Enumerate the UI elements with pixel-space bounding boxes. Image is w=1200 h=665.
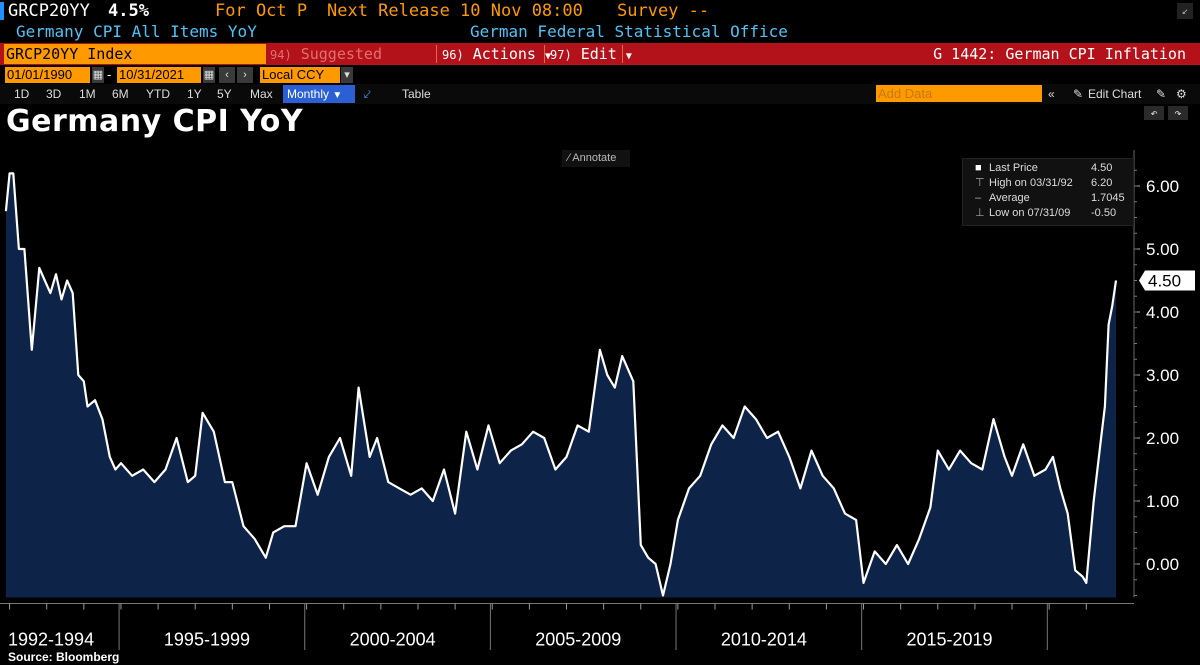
legend-last-value: 4.50	[1091, 162, 1113, 174]
source-label: Source: Bloomberg	[8, 650, 120, 664]
current-value: 4.5%	[108, 1, 149, 21]
header-row: GRCP20YY 4.5% For Oct P Next Release 10 …	[0, 0, 1200, 22]
y-tick-label: 6.00	[1146, 177, 1179, 196]
x-period-label: 2005-2009	[535, 630, 621, 650]
release-period: For Oct P	[215, 1, 308, 21]
x-period-label: 2010-2014	[721, 630, 807, 650]
period-1y[interactable]: 1Y	[187, 87, 202, 101]
period-1d[interactable]: 1D	[14, 87, 30, 101]
period-1m[interactable]: 1M	[79, 87, 96, 101]
x-period-label: 2000-2004	[350, 630, 436, 650]
chevron-down-icon[interactable]: ▾	[341, 67, 353, 83]
suggested-key: 94)	[270, 48, 292, 62]
source-organization: German Federal Statistical Office	[470, 22, 788, 41]
gear-icon[interactable]: ⚙	[1176, 87, 1187, 101]
x-period-label: 1995-1999	[164, 630, 250, 650]
period-ytd[interactable]: YTD	[146, 87, 170, 101]
undo-icon[interactable]: ↶	[1144, 106, 1164, 120]
toolbar: GRCP20YY Index 94) Suggested Charts 96) …	[0, 43, 1200, 86]
security-description: Germany CPI All Items YoY	[16, 22, 257, 41]
survey: Survey --	[617, 1, 710, 21]
legend-last-label: Last Price	[989, 162, 1038, 174]
security-field[interactable]: GRCP20YY Index	[4, 44, 266, 64]
series-line	[4, 172, 1118, 597]
edit-button[interactable]: 97) Edit ▼	[550, 43, 632, 65]
edit-key: 97)	[550, 48, 572, 62]
legend-last: ■ Last Price 4.50	[963, 161, 1133, 176]
x-period-label: 2015-2019	[906, 630, 992, 650]
currency-select[interactable]: Local CCY	[260, 67, 340, 83]
line-chart-icon[interactable]: ⤦	[364, 87, 371, 101]
date-separator: -	[107, 67, 112, 82]
pencil-icon: ✎	[1073, 87, 1084, 101]
legend-low-value: -0.50	[1091, 207, 1117, 219]
period-6m[interactable]: 6M	[112, 87, 129, 101]
table-button[interactable]: Table	[402, 87, 431, 101]
end-date-input[interactable]: 10/31/2021	[117, 67, 201, 83]
legend-average-label: Average	[989, 192, 1030, 204]
start-date-input[interactable]: 01/01/1990	[5, 67, 90, 83]
y-tick-label: 2.00	[1146, 429, 1179, 448]
redo-icon[interactable]: ↷	[1168, 106, 1188, 120]
last-value-marker	[1139, 270, 1195, 291]
square-icon: ■	[975, 162, 982, 174]
next-arrow-icon[interactable]: ›	[237, 67, 253, 83]
last-value-label: 4.50	[1148, 272, 1181, 291]
double-chevron-left-icon[interactable]: «	[1048, 87, 1055, 101]
y-tick-label: 1.00	[1146, 492, 1179, 511]
y-tick-label: 0.00	[1146, 555, 1179, 574]
average-marker-icon: –	[975, 192, 982, 204]
period-5y[interactable]: 5Y	[217, 87, 232, 101]
y-tick-label: 5.00	[1146, 240, 1179, 259]
period-max[interactable]: Max	[250, 87, 273, 101]
chart-title: Germany CPI YoY	[6, 104, 304, 139]
y-tick-label: 3.00	[1146, 366, 1179, 385]
chevron-down-icon: ▼	[544, 51, 551, 62]
edit-chart-button[interactable]: Edit Chart	[1088, 87, 1142, 101]
x-period-label: 1992-1994	[8, 630, 94, 650]
legend: ■ Last Price 4.50 ⊤ High on 03/31/92 6.2…	[962, 158, 1134, 226]
cpi-chart[interactable]: 6.00 5.00 4.00 3.00 2.00 1.00 0.00 4.50 1992-199…	[0, 140, 1200, 650]
chevron-down-icon: ▼	[625, 51, 632, 62]
legend-high: ⊤ High on 03/31/92 6.20	[963, 176, 1133, 191]
actions-label: Actions	[472, 45, 536, 63]
chart-identifier: G 1442: German CPI Inflation	[933, 45, 1186, 63]
y-tick-label: 4.00	[1146, 303, 1179, 322]
security-indicator	[0, 2, 4, 20]
frequency-select[interactable]: Monthly ▼	[283, 85, 355, 103]
period-3d[interactable]: 3D	[46, 87, 62, 101]
pencil-icon: ∕	[568, 152, 570, 164]
edit-label: Edit	[580, 45, 617, 63]
period-toolbar: 1D 3D 1M 6M YTD 1Y 5Y Max Monthly ▼ ⤦ Ta…	[0, 84, 1200, 120]
date-row: 01/01/1990 ▦ - 10/31/2021 ▦ ‹ › Local CC…	[0, 66, 1200, 84]
previous-arrow-icon[interactable]: ‹	[219, 67, 235, 83]
annotate-button[interactable]: ∕ Annotate	[562, 150, 630, 167]
description-row: Germany CPI All Items YoY German Federal…	[0, 22, 1200, 42]
ticker[interactable]: GRCP20YY	[8, 1, 90, 21]
series-area	[5, 173, 1116, 598]
legend-average-value: 1.7045	[1091, 192, 1125, 204]
calendar-icon[interactable]: ▦	[92, 67, 104, 83]
legend-high-value: 6.20	[1091, 177, 1113, 189]
legend-average: – Average 1.7045	[963, 191, 1133, 206]
suggested-charts-button[interactable]: 94) Suggested Charts	[270, 43, 430, 86]
legend-low-label: Low on 07/31/09	[989, 207, 1071, 219]
annotate-label: Annotate	[572, 152, 617, 164]
collapse-icon[interactable]: ↙	[1177, 3, 1193, 19]
high-marker-icon: ⊤	[975, 177, 985, 189]
legend-low: ⊥ Low on 07/31/09 -0.50	[963, 206, 1133, 221]
low-marker-icon: ⊥	[975, 207, 985, 219]
frequency-label: Monthly	[287, 87, 330, 101]
chevron-down-icon: ▼	[332, 90, 343, 101]
actions-button[interactable]: 96) Actions ▼	[442, 43, 551, 65]
actions-key: 96)	[442, 48, 464, 62]
chart-settings-icon[interactable]: ✎	[1156, 87, 1167, 101]
calendar-icon[interactable]: ▦	[203, 67, 215, 83]
next-release: Next Release 10 Nov 08:00	[327, 1, 583, 21]
add-data-input[interactable]: Add Data	[876, 85, 1042, 102]
legend-high-label: High on 03/31/92	[989, 177, 1073, 189]
